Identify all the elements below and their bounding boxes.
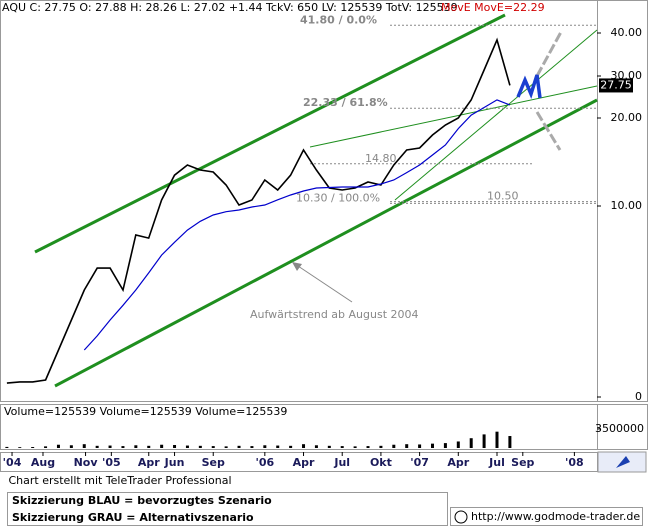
volume-bar: [134, 445, 138, 448]
volume-bar: [56, 444, 60, 448]
x-tick-label: Aug: [31, 456, 55, 469]
arrow-head: [292, 262, 302, 271]
x-tick-label: Sep: [511, 456, 534, 469]
volume-bar: [314, 445, 318, 448]
volume-bar: [5, 446, 9, 448]
volume-bar: [431, 443, 435, 448]
volume-bar: [405, 444, 409, 448]
volume-bar: [302, 444, 306, 448]
volume-bar: [340, 446, 344, 448]
blue-sketch: [516, 74, 542, 100]
trend-line: [394, 29, 598, 201]
lower-channel: [54, 98, 598, 388]
upper-channel: [34, 13, 506, 254]
trend-label: Aufwärtstrend ab August 2004: [250, 308, 419, 321]
x-tick-label: '07: [410, 456, 429, 469]
x-tick-label: Nov: [74, 456, 99, 469]
y-tick-label: 40.00: [611, 26, 643, 39]
volume-bar: [392, 444, 396, 448]
volume-bar: [276, 445, 280, 448]
y-tick-label: 20.00: [611, 111, 643, 124]
x-tick-label: Jun: [164, 456, 185, 469]
volume-bar: [95, 445, 99, 448]
legend-box: [7, 492, 448, 526]
volume-bar: [18, 447, 22, 448]
volume-bar: [366, 446, 370, 448]
url[interactable]: http://www.godmode-trader.de: [471, 510, 640, 523]
volume-bar: [482, 434, 486, 448]
gray-sketch: [535, 31, 563, 77]
volume-title: Volume=125539 Volume=125539 Volume=12553…: [4, 405, 287, 418]
x-tick-label: '08: [565, 456, 584, 469]
level-label: 14.80: [365, 152, 397, 165]
volume-bar: [173, 445, 177, 448]
volume-bar: [353, 446, 357, 448]
legend-blue: Skizzierung BLAU = bevorzugtes Szenario: [12, 494, 272, 507]
level-label: 10.50: [487, 190, 519, 203]
x-tick-label: Jul: [488, 456, 505, 469]
x-tick-label: Apr: [293, 456, 315, 469]
level-label: 22.33 / 61.8%: [303, 96, 388, 109]
volume-bar: [185, 445, 189, 448]
volume-bar: [237, 445, 241, 448]
volume-bar: [31, 447, 35, 448]
series-line: [83, 99, 511, 351]
volume-bar: [327, 445, 331, 448]
credit: Chart erstellt mit TeleTrader Profession…: [8, 474, 231, 487]
volume-bar: [198, 445, 202, 448]
volume-bar: [508, 436, 512, 448]
url-box: [450, 507, 643, 526]
series-line: [6, 37, 511, 384]
x-tick-label: Okt: [370, 456, 392, 469]
volume-bar: [418, 444, 422, 448]
volume-bar: [44, 446, 48, 448]
x-tick-label: Apr: [138, 456, 160, 469]
copyright-icon: [454, 510, 468, 524]
volume-bar: [121, 446, 125, 448]
volume-bar: [289, 445, 293, 448]
volume-bar: [443, 443, 447, 448]
volume-bar: [160, 444, 164, 448]
scroll-icon: [616, 456, 630, 468]
y-tick-label: 3500000: [595, 422, 644, 435]
volume-bar: [69, 445, 73, 448]
x-tick-label: '06: [255, 456, 274, 469]
volume-bar: [108, 445, 112, 448]
arrow: [291, 261, 353, 303]
level-label: 41.80 / 0.0%: [300, 13, 377, 26]
last-price-box: [599, 78, 633, 93]
legend-gray: Skizzierung GRAU = Alternativszenario: [12, 511, 254, 524]
y-tick-label: 10.00: [611, 199, 643, 212]
volume-bar: [263, 445, 267, 448]
volume-bar: [250, 446, 254, 448]
level-label: 10.30 / 100.0%: [296, 191, 380, 204]
volume-bar: [211, 446, 215, 448]
quote-header: AQU C: 27.75 O: 27.88 H: 28.26 L: 27.02 …: [2, 1, 458, 14]
volume-bar: [456, 441, 460, 448]
x-tick-label: '05: [102, 456, 121, 469]
last-price-label: 27.75: [600, 78, 632, 91]
volume-bar: [82, 444, 86, 448]
x-tick-label: Apr: [447, 456, 469, 469]
gray-sketch: [535, 111, 562, 151]
indicator-header: MovE MovE=22.29: [441, 1, 545, 14]
volume-bar: [147, 445, 151, 448]
x-tick-label: Jul: [333, 456, 350, 469]
x-tick-label: '04: [3, 456, 22, 469]
volume-bar: [379, 445, 383, 448]
volume-bar: [469, 438, 473, 448]
volume-bar: [495, 431, 499, 448]
x-tick-label: Sep: [202, 456, 225, 469]
trend-line: [309, 85, 598, 148]
y-tick-label: 0: [635, 390, 642, 403]
volume-bar: [224, 446, 228, 448]
